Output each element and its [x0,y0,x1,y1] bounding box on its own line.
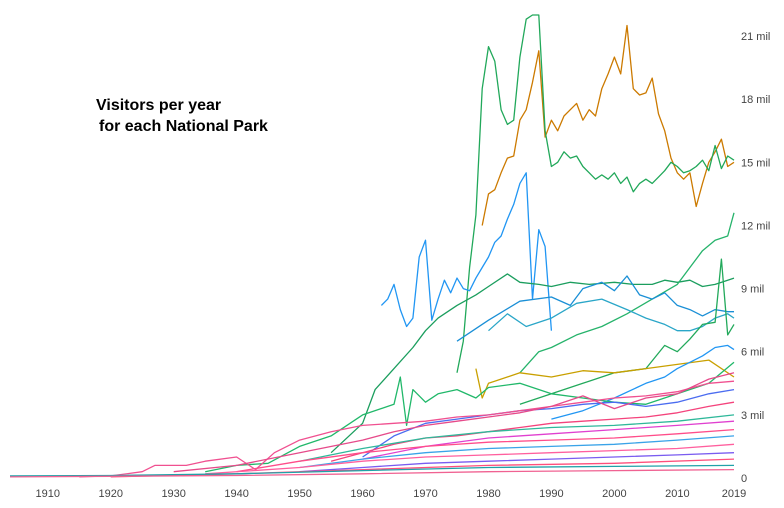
chart-title-line-1: Visitors per year [96,97,221,114]
series-line-12 [362,388,735,458]
y-tick-label: 12 mil [741,220,770,232]
series-line-15 [330,401,735,462]
series-line-24 [9,468,735,478]
x-tick-label: 2010 [665,488,689,500]
series-line-21 [299,452,735,473]
x-tick-label: 2000 [602,488,626,500]
chart-title-line-2: for each National Park [99,118,268,135]
x-tick-label: 1910 [36,488,60,500]
x-axis: 1910 1920 1930 1940 1950 1960 1970 1980 1990 2000… [36,488,747,500]
series-line-20 [205,443,735,475]
y-tick-label: 18 mil [741,94,770,106]
y-tick-label: 0 [741,473,747,485]
x-tick-label: 1990 [539,488,563,500]
y-tick-label: 15 mil [741,157,770,169]
series-line-8 [519,258,735,405]
series-line-11 [205,361,735,473]
series-line-1 [481,24,735,226]
y-tick-label: 3 mil [741,410,764,422]
series-line-17 [299,414,735,462]
x-tick-label: 1930 [161,488,185,500]
series-layer [9,14,735,478]
x-tick-label: 1920 [98,488,122,500]
y-tick-label: 9 mil [741,284,764,296]
series-line-23 [9,464,735,477]
x-tick-label: 1960 [350,488,374,500]
series-line-7 [488,298,735,332]
x-tick-label: 1980 [476,488,500,500]
y-tick-label: 6 mil [741,347,764,359]
series-line-5 [519,212,735,374]
series-line-10 [551,344,735,420]
x-tick-label: 1970 [413,488,437,500]
series-line-14 [173,372,735,473]
series-line-2 [456,14,735,373]
series-line-13 [79,380,735,478]
series-line-19 [299,435,735,469]
x-tick-label: 2019 [722,488,746,500]
y-tick-label: 21 mil [741,31,770,43]
series-line-18 [236,428,735,473]
x-tick-label: 1940 [224,488,248,500]
series-line-6 [456,275,734,342]
series-line-3 [380,172,553,331]
series-line-4 [330,273,735,454]
series-line-9 [475,359,735,399]
y-axis: 0 3 mil 6 mil 9 mil 12 mil 15 mil 18 mil 21 mil [741,31,770,485]
x-tick-label: 1950 [287,488,311,500]
